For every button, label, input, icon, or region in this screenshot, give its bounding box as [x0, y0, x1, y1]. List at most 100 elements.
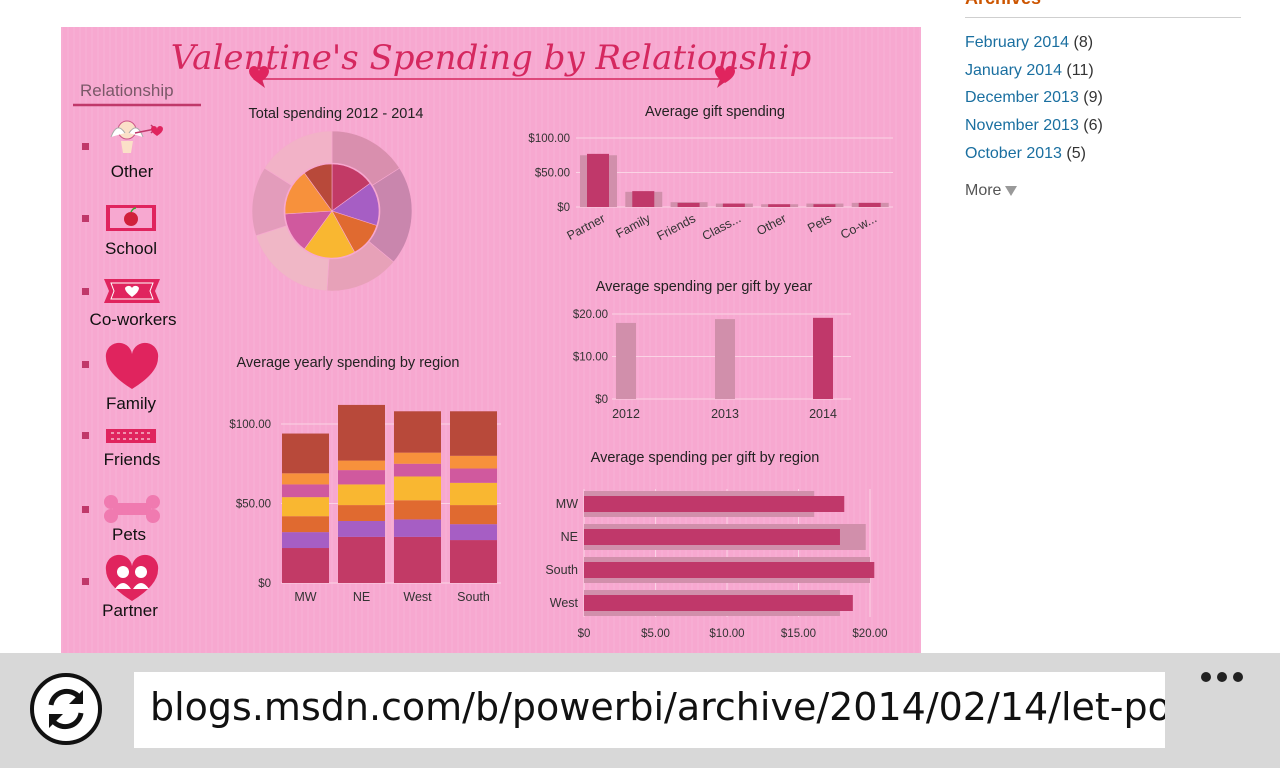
x-tick-label: West: [403, 590, 432, 604]
stack-segment: [282, 433, 329, 474]
dashboard-image: Valentine's Spending by Relationship Rel…: [61, 27, 921, 653]
stack-segment: [450, 411, 497, 456]
x-tick-label: $10.00: [709, 628, 744, 640]
stack-segment: [282, 548, 329, 583]
stack-segment: [282, 473, 329, 485]
y-tick-label: West: [550, 596, 579, 610]
legend-item-school: School: [105, 239, 157, 258]
archive-count: (9): [1083, 89, 1103, 107]
spending-per-gift-by-year-chart: $20.00 $10.00 $0 2012 2013 2014: [573, 309, 851, 421]
heart-icon: [105, 342, 159, 389]
archive-link[interactable]: January 2014: [965, 61, 1062, 79]
cupid-icon: [110, 120, 163, 153]
archive-link[interactable]: October 2013: [965, 144, 1062, 162]
archives-more-button[interactable]: More: [965, 182, 1018, 200]
archive-link[interactable]: November 2013: [965, 117, 1079, 135]
legend-header: Relationship: [80, 81, 174, 100]
legend-item-friends: Friends: [104, 450, 161, 469]
url-text: blogs.msdn.com/b/powerbi/archive/2014/02…: [150, 685, 1165, 729]
year-chart-title: Average spending per gift by year: [596, 279, 813, 295]
y-tick-label: NE: [561, 530, 578, 544]
x-tick-label: $0: [578, 628, 591, 640]
x-tick-label: Other: [754, 211, 788, 238]
bar: [584, 595, 853, 611]
stack-segment: [394, 452, 441, 464]
stack-segment: [282, 516, 329, 533]
x-tick-label: 2013: [711, 407, 739, 421]
bar: [584, 562, 875, 578]
stack-segment: [338, 460, 385, 471]
x-tick-label: $15.00: [781, 628, 816, 640]
y-tick-label: $100.00: [528, 133, 570, 145]
archive-count: (11): [1066, 61, 1094, 79]
stack-segment: [338, 470, 385, 485]
total-spending-pie-chart: [251, 130, 413, 292]
archive-link[interactable]: February 2014: [965, 34, 1070, 51]
stack-segment: [394, 500, 441, 520]
legend-item-co-workers: Co-workers: [90, 310, 177, 329]
y-tick-label: $0: [258, 578, 271, 590]
dashboard-title: Valentine's Spending by Relationship: [171, 38, 811, 78]
bone-icon: [104, 495, 160, 523]
archive-item: February 2014 (8): [965, 34, 1103, 62]
bar: [813, 204, 836, 207]
x-tick-label: $5.00: [641, 628, 670, 640]
bar: [768, 204, 791, 207]
archive-count: (6): [1083, 117, 1103, 135]
spending-per-gift-by-region-chart: $0 $5.00 $10.00 $15.00 $20.00 MW NE South West: [545, 489, 888, 640]
banner-icon: [106, 429, 156, 443]
legend-item-other: Other: [111, 162, 154, 181]
stack-segment: [450, 524, 497, 541]
more-label: More: [965, 182, 1002, 199]
archives-heading: Archives: [965, 0, 1041, 9]
y-tick-label: $10.00: [573, 352, 608, 364]
url-input[interactable]: blogs.msdn.com/b/powerbi/archive/2014/02…: [134, 672, 1165, 748]
archive-count: (8): [1073, 34, 1094, 51]
gift-chart-title: Average gift spending: [645, 104, 785, 120]
stack-segment: [282, 484, 329, 498]
pie-chart-title: Total spending 2012 - 2014: [249, 106, 424, 122]
x-tick-label: 2014: [809, 407, 837, 421]
archives-divider: [965, 17, 1241, 18]
refresh-icon[interactable]: [29, 672, 103, 746]
x-tick-label: MW: [294, 590, 316, 604]
archive-count: (5): [1066, 144, 1086, 162]
bar: [632, 191, 655, 207]
region-hbar-chart-title: Average spending per gift by region: [591, 450, 820, 466]
bar: [584, 529, 840, 545]
relationship-legend: Other School Co-workers Family: [82, 120, 177, 620]
stack-segment: [338, 536, 385, 583]
archive-link[interactable]: December 2013: [965, 89, 1079, 107]
x-tick-label: Family: [614, 211, 654, 241]
stack-segment: [394, 463, 441, 477]
more-options-icon[interactable]: [1196, 667, 1248, 689]
stack-segment: [394, 536, 441, 583]
x-tick-label: South: [457, 590, 490, 604]
stack-segment: [394, 411, 441, 453]
bar: [616, 322, 636, 399]
x-tick-label: Class...: [700, 211, 743, 243]
bar: [813, 317, 833, 399]
archive-item: January 2014 (11): [965, 62, 1103, 90]
archive-item: October 2013 (5): [965, 145, 1103, 173]
stack-segment: [394, 519, 441, 537]
y-tick-label: $20.00: [573, 309, 608, 321]
legend-item-pets: Pets: [112, 525, 146, 544]
bar: [715, 319, 735, 399]
bar: [584, 496, 845, 512]
region-stack-chart-title: Average yearly spending by region: [236, 355, 459, 371]
apple-card-icon: [106, 205, 156, 231]
stack-segment: [338, 520, 385, 537]
x-tick-label: NE: [353, 590, 370, 604]
triangle-down-icon: [1005, 185, 1018, 196]
dashboard-canvas: Valentine's Spending by Relationship Rel…: [73, 38, 893, 640]
legend-item-family: Family: [106, 394, 157, 413]
stack-segment: [450, 540, 497, 583]
y-tick-label: $100.00: [229, 419, 271, 431]
archive-item: December 2013 (9): [965, 89, 1103, 117]
x-tick-label: Co-w...: [838, 211, 879, 242]
archive-item: November 2013 (6): [965, 117, 1103, 145]
y-tick-label: $50.00: [535, 168, 570, 180]
stack-segment: [394, 476, 441, 501]
